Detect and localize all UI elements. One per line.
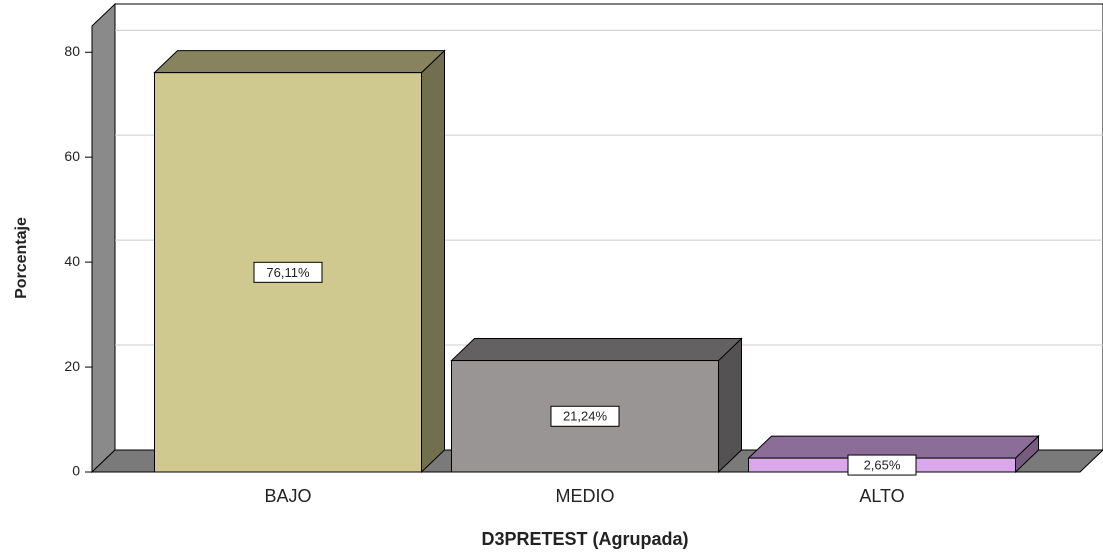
x-tick-label: ALTO [859,486,904,506]
value-label: 2,65% [864,457,901,472]
x-tick-label: MEDIO [555,486,614,506]
y-tick-label: 80 [64,43,80,59]
left-wall [91,2,116,474]
bar-top [450,338,743,362]
y-tick-label: 20 [64,358,80,374]
y-tick-label: 40 [64,253,80,269]
x-tick-label: BAJO [264,486,311,506]
bar-side [421,49,445,474]
value-label-box [253,261,323,283]
x-axis-title: D3PRETEST (Agrupada) [481,529,688,549]
value-label-box [847,454,917,476]
value-label: 21,24% [563,409,608,424]
y-tick-label: 60 [64,148,80,164]
bar-side [718,337,742,474]
bar-top [153,50,446,74]
y-axis-title: Porcentaje [13,217,30,299]
value-label: 76,11% [266,265,310,280]
value-label-box [550,405,620,427]
y-tick-label: 0 [72,463,80,479]
